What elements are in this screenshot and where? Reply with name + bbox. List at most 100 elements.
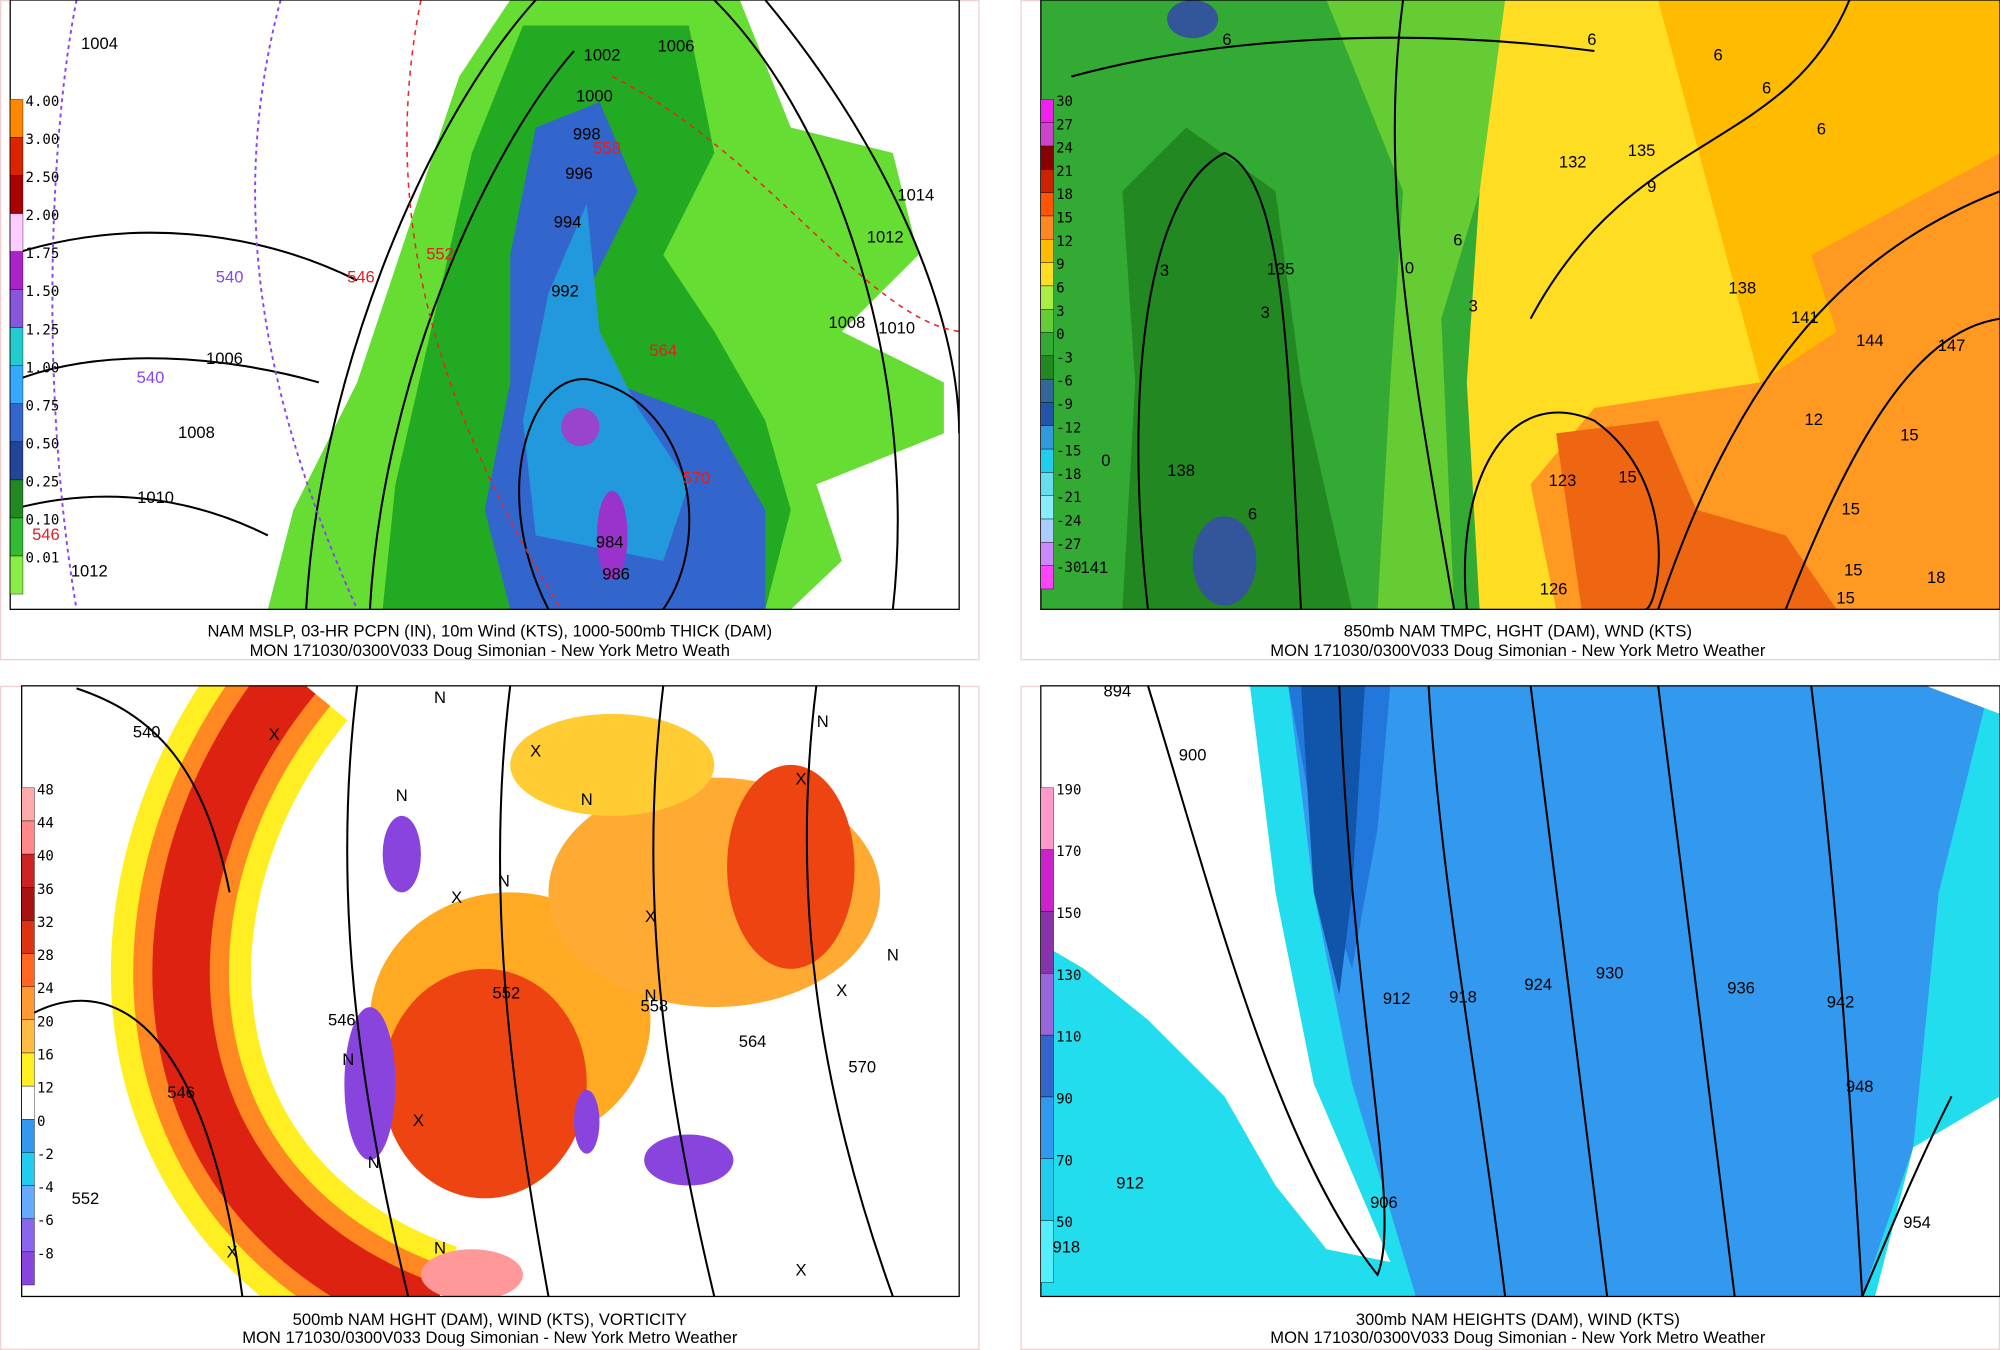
map-850mb [1040, 0, 2000, 610]
contour-label: 546 [347, 267, 375, 286]
contour-label: X [795, 1260, 806, 1279]
contour-label: N [887, 945, 899, 964]
contour-label: 18 [1927, 568, 1945, 587]
contour-label: 1006 [658, 37, 695, 56]
colorbar-swatch [1040, 425, 1054, 450]
contour-label: 132 [1559, 153, 1587, 172]
colorbar-swatch [10, 289, 24, 328]
contour-label: 6 [1222, 30, 1231, 49]
colorbar-label: 0.25 [26, 474, 60, 490]
colorbar-label: 0.50 [26, 436, 60, 452]
colorbar-label: -12 [1056, 420, 1081, 436]
contour-label: 894 [1104, 682, 1132, 701]
colorbar-swatch [21, 1218, 35, 1253]
colorbar-swatch [21, 1185, 35, 1219]
colorbar-label: 4.00 [26, 94, 60, 110]
colorbar-swatch [21, 1251, 35, 1286]
caption: 300mb NAM HEIGHTS (DAM), WIND (KTS) [1356, 1310, 1680, 1329]
contour-label: X [451, 888, 462, 907]
colorbar-swatch [1040, 145, 1054, 170]
map-precip [10, 0, 960, 610]
caption: MON 171030/0300V033 Doug Simonian - New … [242, 1328, 738, 1347]
colorbar-swatch [1040, 542, 1054, 566]
colorbar-label: -21 [1056, 490, 1081, 506]
colorbar-swatch [1040, 99, 1054, 123]
contour-label: N [645, 986, 657, 1005]
colorbar-label: 28 [37, 948, 54, 964]
contour-label: 0 [1101, 451, 1110, 470]
colorbar-swatch [1040, 285, 1054, 310]
contour-label: 992 [551, 281, 579, 300]
colorbar-label: -30 [1056, 560, 1081, 576]
colorbar-label: -15 [1056, 444, 1081, 460]
contour-label: 126 [1540, 580, 1568, 599]
contour-label: 6 [1453, 230, 1462, 249]
colorbar-swatch [21, 1152, 35, 1186]
colorbar-swatch [1040, 332, 1054, 357]
colorbar-label: 32 [37, 915, 54, 931]
contour-label: N [434, 1239, 446, 1258]
contour-label: 1012 [71, 562, 108, 581]
contour-label: 147 [1938, 336, 1966, 355]
colorbar-label: 0 [1056, 327, 1064, 343]
caption: MON 171030/0300V033 Doug Simonian - New … [1270, 641, 1766, 660]
contour-label: 954 [1903, 1213, 1931, 1232]
contour-label: 141 [1081, 558, 1109, 577]
contour-label: 3 [1469, 297, 1478, 316]
colorbar-label: 190 [1056, 782, 1081, 798]
contour-label: 552 [493, 984, 521, 1003]
colorbar-swatch [21, 853, 35, 888]
contour-label: 900 [1179, 745, 1207, 764]
contour-label: 1008 [178, 423, 215, 442]
colorbar-label: -6 [1056, 374, 1073, 390]
contour-label: 1002 [584, 45, 621, 64]
colorbar-label: 2.50 [26, 170, 60, 186]
colorbar-swatch [1040, 448, 1054, 473]
colorbar-label: 170 [1056, 844, 1081, 860]
colorbar-label: 130 [1056, 968, 1081, 984]
contour-label: N [342, 1050, 354, 1069]
contour-label: 948 [1846, 1077, 1874, 1096]
colorbar-swatch [10, 137, 24, 176]
colorbar-label: 12 [1056, 234, 1073, 250]
colorbar-swatch [21, 920, 35, 954]
colorbar-swatch [1040, 122, 1054, 147]
contour-label: 3 [1261, 303, 1270, 322]
colorbar-swatch [1040, 402, 1054, 426]
colorbar-swatch [1040, 849, 1054, 912]
colorbar-swatch [10, 441, 24, 481]
contour-label: 552 [426, 244, 454, 263]
contour-label: 15 [1900, 425, 1918, 444]
colorbar-swatch [21, 887, 35, 921]
colorbar-label: 24 [37, 981, 54, 997]
colorbar-swatch [10, 99, 24, 138]
colorbar-label: 24 [1056, 141, 1073, 157]
contour-label: 912 [1383, 989, 1411, 1008]
colorbar-label: 21 [1056, 164, 1073, 180]
colorbar-swatch [1040, 472, 1054, 496]
colorbar-label: 9 [1056, 257, 1064, 273]
contour-label: 552 [72, 1189, 100, 1208]
contour-label: 558 [641, 996, 669, 1015]
contour-label: 942 [1827, 993, 1855, 1012]
contour-label: X [227, 1242, 238, 1261]
colorbar-label: -6 [37, 1213, 54, 1229]
contour-label: 1004 [81, 34, 118, 53]
colorbar-label: 70 [1056, 1153, 1073, 1169]
colorbar-swatch [1040, 262, 1054, 287]
colorbar-label: 0.01 [26, 551, 60, 567]
colorbar-swatch [10, 517, 24, 557]
contour-label: 6 [1762, 79, 1771, 98]
colorbar-label: 36 [37, 882, 54, 898]
contour-label: 12 [1805, 410, 1823, 429]
colorbar-swatch [1040, 378, 1054, 403]
contour-label: 540 [133, 722, 161, 741]
colorbar-swatch [1040, 518, 1054, 543]
colorbar-label: 40 [37, 849, 54, 865]
colorbar-swatch [1040, 309, 1054, 333]
contour-label: 918 [1053, 1237, 1081, 1256]
colorbar-label: -9 [1056, 397, 1073, 413]
map-300mb [1040, 685, 2000, 1297]
colorbar-swatch [10, 251, 24, 290]
